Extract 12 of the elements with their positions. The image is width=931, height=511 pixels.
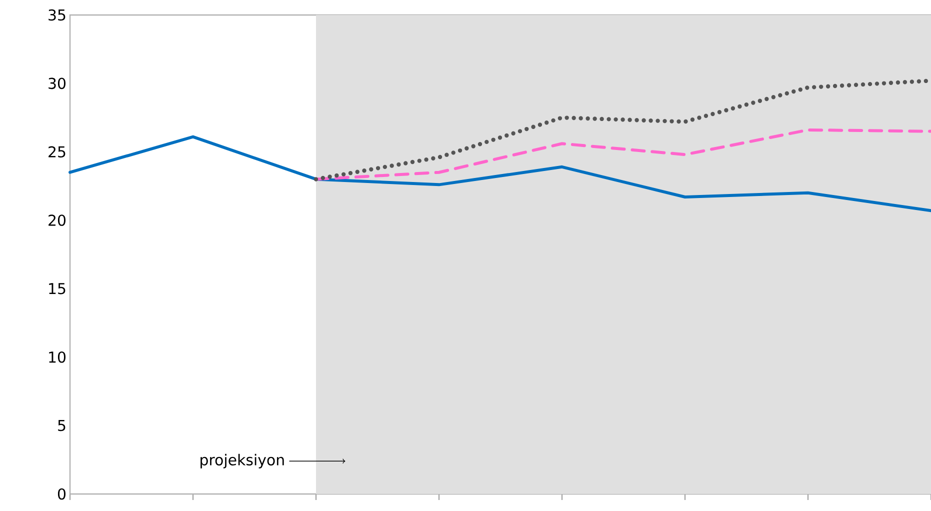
y-tick-label: 5: [58, 420, 66, 432]
line-series: [314, 78, 931, 182]
y-tick-label: 0: [58, 488, 66, 500]
y-tick-label: 15: [49, 283, 66, 294]
line-series: [68, 135, 931, 212]
y-tick-label: 25: [48, 146, 66, 158]
y-tick-label: 20: [48, 214, 66, 226]
y-tick-label: 10: [49, 351, 66, 363]
line-series: [314, 128, 931, 181]
y-tick-label: 30: [48, 78, 66, 90]
y-tick-label: 35: [48, 9, 66, 21]
annotation: projeksiyon: [200, 454, 284, 468]
